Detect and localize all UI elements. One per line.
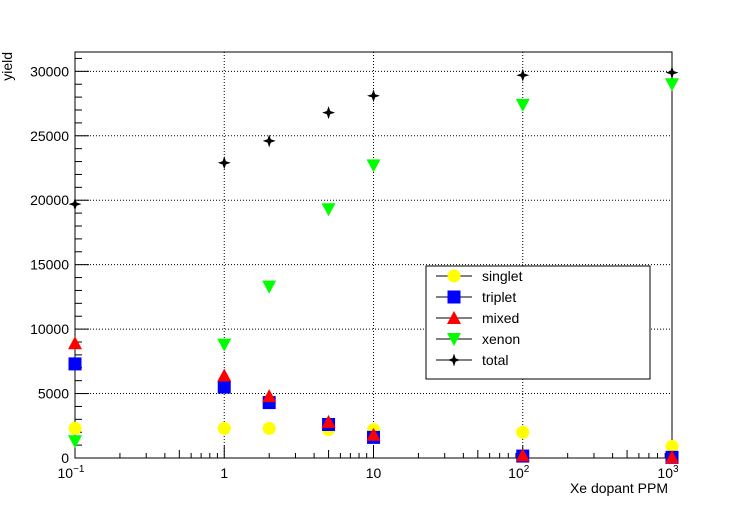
total-point	[322, 106, 336, 120]
total-point	[217, 156, 231, 170]
xenon-point	[68, 435, 82, 449]
xenon-point	[366, 159, 381, 173]
y-tick-label: 20000	[30, 192, 69, 208]
xenon-point	[217, 338, 232, 352]
x-axis-label: Xe dopant PPM	[570, 480, 668, 496]
legend-marker-mixed	[447, 311, 461, 324]
axis-ticks	[74, 57, 673, 459]
y-tick-label: 30000	[30, 63, 69, 79]
legend-label: mixed	[482, 310, 519, 326]
legend-entry-mixed: mixed	[436, 310, 519, 326]
mixed-point	[665, 450, 679, 464]
x-tick-label: 10−1	[58, 464, 85, 481]
mixed-point	[217, 368, 232, 382]
y-tick-label: 5000	[38, 386, 69, 402]
legend-label: total	[482, 352, 508, 368]
y-tick-label: 25000	[30, 128, 69, 144]
legend: singlet triplet mixed xenon total	[425, 265, 651, 380]
legend-label: triplet	[482, 289, 516, 305]
legend-entry-total: total	[436, 352, 508, 368]
xenon-point	[321, 203, 336, 217]
singlet-point	[262, 421, 276, 435]
series-mixed	[68, 336, 679, 464]
series-total	[68, 66, 679, 211]
y-axis-label: yield	[0, 52, 15, 81]
y-tick-label: 10000	[30, 321, 69, 337]
total-point	[665, 66, 679, 80]
legend-marker-triplet	[447, 290, 461, 304]
mixed-point	[515, 448, 530, 462]
total-point	[367, 89, 380, 103]
xenon-point	[515, 98, 530, 112]
data-marks	[68, 66, 679, 464]
legend-label: xenon	[482, 331, 520, 347]
y-tick-label: 15000	[30, 257, 69, 273]
total-point	[68, 197, 82, 211]
total-point	[516, 68, 530, 82]
singlet-point	[217, 421, 231, 435]
legend-entry-triplet: triplet	[436, 289, 516, 305]
legend-marker-xenon	[447, 333, 461, 346]
x-tick-label: 102	[508, 464, 530, 481]
singlet-point	[665, 439, 679, 453]
legend-label: singlet	[482, 268, 523, 284]
singlet-point	[516, 425, 530, 439]
xenon-point	[665, 78, 679, 92]
mixed-point	[366, 427, 381, 441]
legend-entry-singlet: singlet	[436, 268, 523, 284]
x-tick-label: 1	[220, 465, 228, 481]
singlet-point	[68, 421, 82, 435]
series-singlet	[68, 421, 679, 453]
legend-marker-total	[447, 353, 461, 367]
legend-entry-xenon: xenon	[436, 331, 520, 347]
triplet-point	[217, 380, 231, 394]
total-point	[262, 134, 276, 148]
x-tick-label: 103	[657, 464, 679, 481]
tick-labels: 0 5000 10000 15000 20000 25000 30000 10−1 1 10 102…	[30, 63, 679, 481]
xenon-point	[262, 280, 277, 294]
y-tick-label: 0	[61, 450, 69, 466]
mixed-point	[321, 414, 336, 428]
mixed-point	[262, 389, 277, 403]
series-xenon	[68, 78, 679, 449]
legend-marker-singlet	[447, 269, 461, 283]
x-tick-label: 10	[366, 465, 382, 481]
mixed-point	[68, 336, 82, 350]
triplet-point	[68, 357, 82, 371]
